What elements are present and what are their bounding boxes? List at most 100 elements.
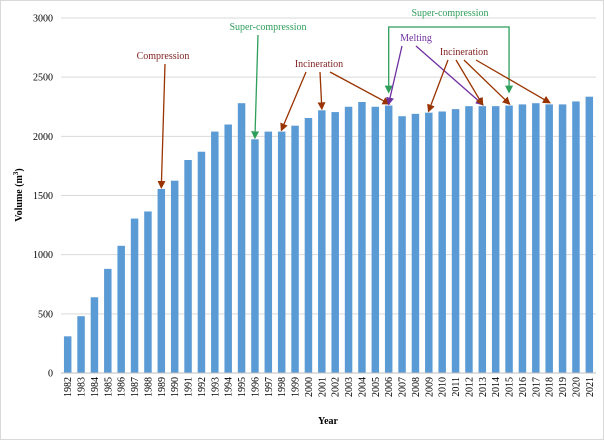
bar — [157, 188, 166, 373]
x-tick-label: 1996 — [250, 377, 261, 397]
bar — [505, 105, 513, 374]
bar — [358, 102, 366, 374]
annotation-arrow — [317, 71, 326, 111]
x-tick-label: 2007 — [398, 377, 409, 397]
bar — [197, 151, 206, 373]
x-tick-label: 2006 — [384, 377, 395, 397]
bar — [184, 160, 192, 373]
x-tick-label: 2021 — [585, 377, 596, 397]
bar — [384, 105, 393, 374]
bar — [318, 110, 326, 374]
bar — [465, 106, 473, 374]
x-tick-label: 2020 — [571, 377, 582, 397]
x-tick-label: 2018 — [545, 377, 556, 397]
x-tick-label: 1985 — [103, 377, 114, 397]
annotation-label: Incineration — [440, 47, 488, 58]
annotation-arrow — [386, 45, 403, 106]
x-tick-label: 2009 — [424, 377, 435, 397]
x-tick-label: 2005 — [371, 377, 382, 397]
x-tick-label: 2019 — [558, 377, 569, 397]
bar — [331, 112, 339, 373]
bar — [558, 104, 567, 373]
bar — [237, 103, 246, 373]
bar — [344, 106, 353, 373]
annotation-arrow — [455, 59, 484, 106]
bar — [451, 109, 460, 373]
x-tick-label: 2011 — [451, 377, 462, 397]
bar — [130, 218, 139, 373]
x-tick-label: 1987 — [130, 377, 141, 397]
annotation-label: Compression — [137, 51, 190, 62]
x-tick-label: 2013 — [478, 377, 489, 397]
bar — [491, 106, 500, 374]
x-tick-label: 1991 — [184, 377, 195, 397]
x-axis-ticks: 1982 1983 1984 1985 1986 1987 1988 1989 1990 1991… — [63, 377, 596, 397]
bar — [545, 104, 553, 373]
bar — [264, 131, 273, 373]
bar — [518, 104, 527, 373]
annotation-arrow — [475, 59, 551, 104]
y-axis-title-superscript: 3 — [12, 171, 20, 175]
x-tick-label: 2016 — [518, 377, 529, 397]
y-tick-label: 2500 — [33, 73, 53, 84]
annotation-label: Melting — [400, 33, 432, 44]
bars — [63, 96, 594, 374]
x-tick-label: 1993 — [210, 377, 221, 397]
y-tick-label: 500 — [38, 309, 53, 320]
bar — [304, 117, 313, 373]
x-tick-label: 1988 — [143, 377, 154, 397]
x-tick-label: 1995 — [237, 377, 248, 397]
x-tick-label: 2004 — [357, 377, 368, 397]
x-tick-label: 2001 — [317, 377, 328, 397]
bar — [572, 101, 580, 374]
bar — [291, 125, 299, 373]
bar — [224, 124, 232, 373]
x-tick-label: 1984 — [90, 377, 101, 397]
bar — [104, 268, 112, 373]
x-tick-label: 2017 — [531, 377, 542, 397]
x-tick-label: 1986 — [117, 377, 128, 397]
annotation-label: Super-compression — [229, 22, 306, 33]
x-tick-label: 1994 — [224, 377, 235, 397]
bar — [251, 139, 259, 373]
bar — [90, 297, 99, 373]
bar — [277, 131, 286, 373]
bar — [371, 106, 380, 373]
bar — [63, 336, 72, 373]
bar — [144, 211, 152, 373]
annotation-arrow — [251, 34, 260, 140]
bar — [411, 113, 420, 373]
bar — [77, 316, 85, 373]
bar — [438, 111, 446, 373]
bar — [425, 112, 433, 374]
bar — [478, 106, 487, 374]
x-tick-label: 2014 — [491, 377, 502, 397]
y-axis-title-main: Volume (m — [14, 174, 25, 221]
bar — [398, 116, 406, 373]
x-tick-label: 1997 — [264, 377, 275, 397]
y-axis-title: Volume (m3) — [12, 168, 25, 221]
y-tick-label: 1500 — [33, 191, 53, 202]
annotation-label: Super-compression — [411, 8, 488, 19]
x-tick-label: 1989 — [157, 377, 168, 397]
y-tick-label: 2000 — [33, 132, 53, 143]
x-tick-label: 2002 — [331, 377, 342, 397]
annotation-arrow — [463, 59, 511, 105]
x-tick-label: 1983 — [77, 377, 88, 397]
x-tick-label: 1982 — [63, 377, 74, 397]
x-tick-label: 2003 — [344, 377, 355, 397]
y-axis-ticks: 0 500 1000 1500 2000 2500 3000 — [33, 14, 53, 380]
bar — [585, 96, 594, 374]
y-tick-label: 3000 — [33, 14, 53, 25]
annotation-arrow — [427, 59, 449, 113]
annotation-arrow — [157, 63, 166, 189]
bar — [532, 103, 540, 373]
y-tick-label: 1000 — [33, 250, 53, 261]
x-tick-label: 1998 — [277, 377, 288, 397]
x-tick-label: 1990 — [170, 377, 181, 397]
y-axis-title-close: ) — [14, 168, 25, 171]
annotation-arrow — [280, 71, 307, 132]
y-tick-label: 0 — [48, 369, 53, 380]
annotation-arrow — [329, 71, 391, 105]
